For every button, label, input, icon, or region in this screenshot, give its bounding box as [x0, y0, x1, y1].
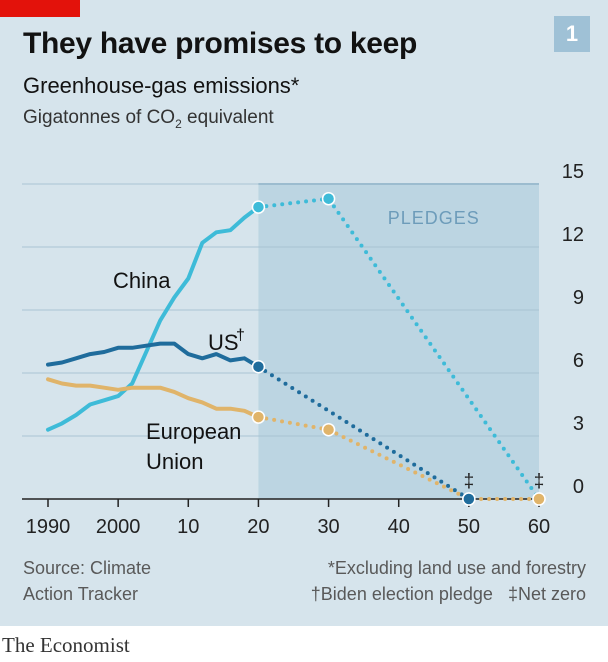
x-tick-label: 1990 [26, 516, 71, 538]
chart-number-badge: 1 [554, 16, 590, 52]
european-union-historical-line [46, 377, 261, 420]
units-label: Gigatonnes of CO2 equivalent [23, 107, 274, 131]
x-tick-label: 10 [177, 516, 199, 538]
china-pledge-marker [321, 191, 336, 206]
china-pledge-marker [251, 200, 266, 214]
china-historical-line [46, 205, 261, 432]
x-tick-label: 30 [317, 516, 339, 538]
x-tick-label: 2000 [96, 516, 141, 538]
european-union-pledge-marker [251, 410, 266, 424]
us-net-zero-marker [462, 492, 476, 506]
us-series-label-mark: † [236, 327, 245, 344]
footnote-pledges: †Biden election pledge ‡Net zero [311, 584, 586, 605]
x-tick-label: 20 [247, 516, 269, 538]
european-union-pledge-marker [321, 422, 336, 437]
eu-series-label: Union [146, 449, 203, 474]
us-historical-line [46, 341, 261, 369]
y-tick-label: 0 [573, 476, 584, 498]
us-pledge-marker [251, 359, 266, 374]
pledge-region-band [258, 184, 539, 499]
x-tick-label: 50 [458, 516, 480, 538]
source-line-1: Source: Climate [23, 558, 152, 578]
china-series-label: China [113, 268, 171, 293]
footnote-excluding: *Excluding land use and forestry [327, 558, 586, 578]
european-union-pledge-marker [532, 492, 546, 506]
us-pledge-line [256, 364, 471, 501]
units-suffix: equivalent [181, 107, 274, 128]
economist-logo-text: The Economist [2, 633, 130, 657]
y-tick-label: 3 [573, 413, 584, 435]
y-tick-label: 15 [562, 161, 584, 183]
y-tick-label: 12 [562, 224, 584, 246]
european-union-pledge-line [256, 415, 541, 501]
units-subscript: 2 [175, 116, 182, 131]
footnote-biden: †Biden election pledge [310, 584, 493, 604]
net-zero-symbol: ‡ [464, 471, 475, 492]
emissions-line-chart: PLEDGES 0 3 6 9 12 15 1990 2000 10 20 30 40 50 60 ‡ ‡ Chi… [22, 161, 584, 538]
source-line-2: Action Tracker [23, 584, 139, 604]
us-series-label: US [208, 330, 239, 355]
eu-series-label: European [146, 419, 241, 444]
footnote-net-zero: ‡Net zero [507, 584, 586, 604]
y-tick-label: 6 [573, 350, 584, 372]
x-tick-label: 40 [388, 516, 410, 538]
chart-subtitle: Greenhouse-gas emissions* [23, 73, 300, 98]
net-zero-symbol: ‡ [534, 471, 545, 492]
units-prefix: Gigatonnes of CO [23, 107, 176, 128]
chart-title: They have promises to keep [23, 27, 418, 60]
pledge-region-label: PLEDGES [388, 208, 480, 228]
brand-red-tag [0, 0, 80, 17]
x-tick-label: 60 [528, 516, 550, 538]
y-tick-label: 9 [573, 287, 584, 309]
